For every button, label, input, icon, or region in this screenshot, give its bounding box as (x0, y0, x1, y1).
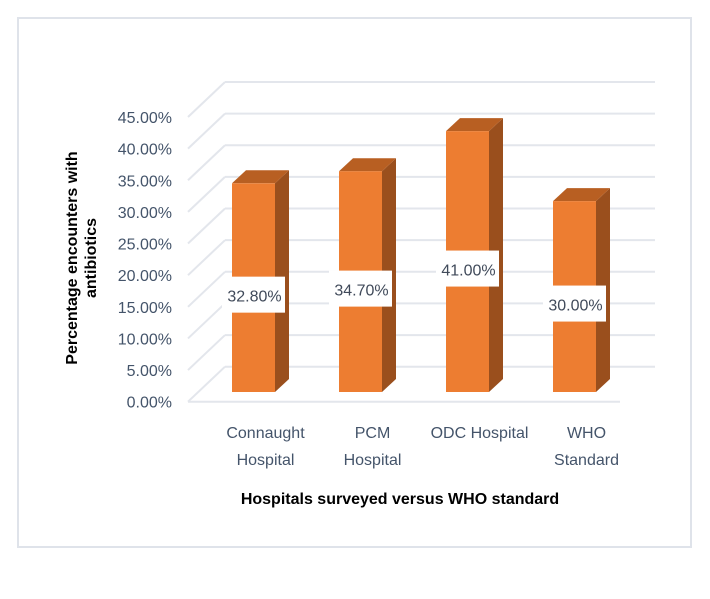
data-label: 32.80% (227, 289, 281, 306)
x-category-label: PCM (355, 425, 391, 442)
gridline-side (187, 112, 226, 150)
gridline-side (187, 334, 226, 371)
data-label: 41.00% (441, 263, 495, 280)
x-category-label: Hospital (237, 452, 295, 469)
y-tick-label: 25.00% (118, 237, 172, 254)
x-category-label: Hospital (344, 452, 402, 469)
gridline-side (187, 239, 226, 276)
gridline-side (187, 302, 226, 340)
bar-top (232, 170, 289, 184)
y-tick-label: 20.00% (118, 268, 172, 285)
x-category-label: Standard (554, 452, 619, 469)
y-tick-label: 0.00% (127, 395, 172, 412)
data-label-box (543, 285, 606, 322)
data-label: 30.00% (548, 298, 602, 315)
x-category-label: Connaught (226, 425, 305, 442)
y-tick-label: 15.00% (118, 300, 172, 317)
y-tick-label: 40.00% (118, 142, 172, 159)
data-label-box (436, 250, 499, 287)
y-tick-label: 10.00% (118, 331, 172, 348)
data-label: 34.70% (334, 283, 388, 300)
data-label-box (329, 270, 392, 307)
gridline-side (187, 207, 226, 245)
gridline-side (187, 176, 226, 213)
chart-frame (17, 17, 692, 548)
x-category-label: ODC Hospital (431, 425, 529, 442)
y-axis-title: Percentage encounters with antibiotics (64, 151, 100, 364)
bar-top (339, 158, 396, 172)
gridline-side (187, 365, 226, 403)
gridline-side (187, 144, 226, 181)
y-axis-title-line: Percentage encounters with (64, 151, 81, 364)
y-axis-title-line: antibiotics (83, 218, 100, 298)
x-axis-title: Hospitals surveyed versus WHO standard (241, 491, 559, 508)
y-tick-label: 45.00% (118, 110, 172, 127)
y-tick-label: 30.00% (118, 205, 172, 222)
x-category-label: WHO (567, 425, 606, 442)
y-tick-label: 35.00% (118, 173, 172, 190)
data-label-box (222, 276, 285, 313)
y-tick-label: 5.00% (127, 363, 172, 380)
gridline-side (187, 81, 226, 118)
gridline-side (187, 271, 226, 308)
bar-top (446, 118, 503, 132)
bar-top (553, 188, 610, 202)
